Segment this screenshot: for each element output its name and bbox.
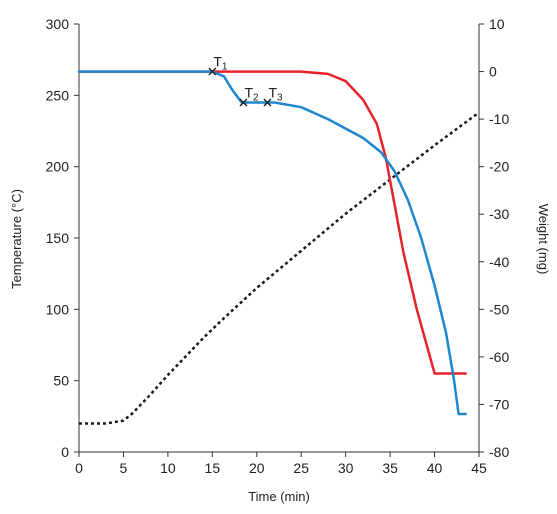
annotation-label: T3 xyxy=(268,84,283,103)
annotation-subscript: 2 xyxy=(253,92,259,103)
x-tick-label: 45 xyxy=(471,460,487,476)
y2-tick-label: -60 xyxy=(489,349,509,365)
x-tick-label: 20 xyxy=(249,460,265,476)
x-axis-title: Time (min) xyxy=(248,489,310,504)
y2-tick-label: -50 xyxy=(489,301,509,317)
x-tick-label: 10 xyxy=(160,460,176,476)
series-line-3 xyxy=(77,70,467,416)
y-tick-label: 50 xyxy=(53,373,69,389)
y-tick-label: 0 xyxy=(61,444,69,460)
y2-axis-title: Weight (mg) xyxy=(536,204,551,275)
y-tick-label: 300 xyxy=(46,16,70,32)
series-line-1 xyxy=(79,111,480,425)
y2-tick-label: -10 xyxy=(489,111,509,127)
x-tick-label: 25 xyxy=(293,460,309,476)
series-layer xyxy=(77,70,480,425)
x-tick-label: 30 xyxy=(338,460,354,476)
annotation-subscript: 1 xyxy=(222,62,228,73)
annotation-marker xyxy=(239,98,248,107)
annotation-marker xyxy=(263,98,272,107)
y2-tick-label: -80 xyxy=(489,444,509,460)
y2-tick-label: 10 xyxy=(489,16,505,32)
y2-tick-label: -30 xyxy=(489,206,509,222)
y2-tick-label: 0 xyxy=(489,64,497,80)
y2-tick-label: -70 xyxy=(489,396,509,412)
x-tick-label: 5 xyxy=(120,460,128,476)
y2-tick-label: -20 xyxy=(489,159,509,175)
annotation-layer: T1 T2 T3 xyxy=(208,54,283,107)
y2-tick-label: -40 xyxy=(489,254,509,270)
annotation-marker xyxy=(208,67,217,76)
x-tick-label: 35 xyxy=(382,460,398,476)
annotation-label: T1 xyxy=(213,54,228,73)
series-line-2 xyxy=(77,70,467,375)
x-tick-label: 0 xyxy=(75,460,83,476)
x-tick-label: 15 xyxy=(205,460,221,476)
y-tick-label: 200 xyxy=(46,159,70,175)
y-tick-label: 100 xyxy=(46,301,70,317)
annotation-label: T2 xyxy=(244,84,259,103)
y-axis-title: Temperature (°C) xyxy=(9,189,24,289)
x-tick-label: 40 xyxy=(427,460,443,476)
y-tick-label: 250 xyxy=(46,87,70,103)
y-tick-label: 150 xyxy=(46,230,70,246)
annotation-subscript: 3 xyxy=(277,92,283,103)
